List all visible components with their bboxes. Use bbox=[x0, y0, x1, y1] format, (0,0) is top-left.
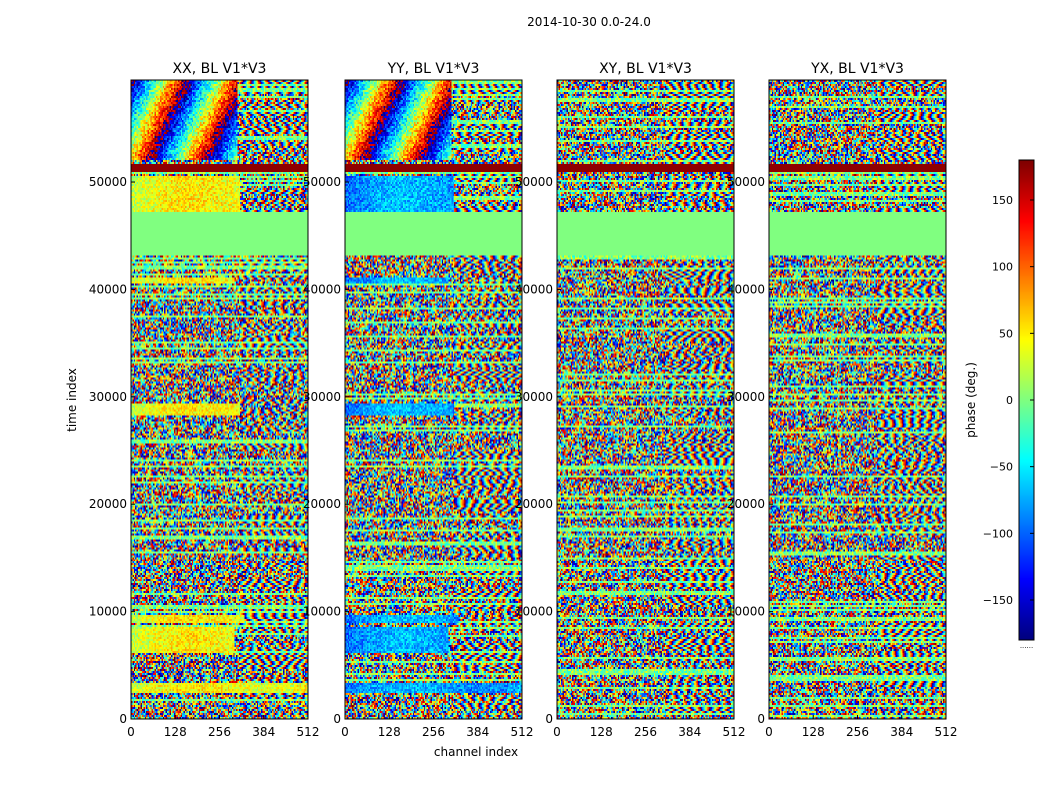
colorbar-tick-label-6: 150 bbox=[992, 194, 1013, 207]
y-tick-label-0-1: 10000 bbox=[89, 605, 127, 619]
x-tick-label-0-2: 256 bbox=[208, 725, 231, 739]
x-tick-label-1-3: 384 bbox=[466, 725, 489, 739]
y-tick-label-0-4: 40000 bbox=[89, 282, 127, 296]
y-tick-label-1-1: 10000 bbox=[303, 605, 341, 619]
x-tick-label-0-4: 512 bbox=[297, 725, 320, 739]
colorbar-tick-label-0: −150 bbox=[983, 594, 1013, 607]
panel-title-1: YY, BL V1*V3 bbox=[387, 61, 480, 77]
colorbar-tick-label-5: 100 bbox=[992, 261, 1013, 274]
phase-heatmap-1 bbox=[345, 80, 522, 719]
y-tick-label-1-0: 0 bbox=[333, 712, 341, 726]
y-tick-label-2-5: 50000 bbox=[515, 175, 553, 189]
y-tick-label-3-2: 20000 bbox=[727, 497, 765, 511]
y-tick-label-3-3: 30000 bbox=[727, 390, 765, 404]
y-tick-label-3-4: 40000 bbox=[727, 282, 765, 296]
panel-title-0: XX, BL V1*V3 bbox=[173, 61, 267, 77]
x-tick-label-1-2: 256 bbox=[422, 725, 445, 739]
panel-3: YX, BL V1*V3 0 128 256 384 512 0 10000 20000 3000… bbox=[727, 61, 958, 739]
x-tick-label-0-3: 384 bbox=[252, 725, 275, 739]
panels-group: XX, BL V1*V3 0 128 256 384 512 0 10000 20000 3000… bbox=[89, 61, 958, 739]
y-tick-label-0-2: 20000 bbox=[89, 497, 127, 511]
x-tick-label-3-0: 0 bbox=[765, 725, 773, 739]
x-tick-label-3-1: 128 bbox=[802, 725, 825, 739]
y-tick-label-0-0: 0 bbox=[119, 712, 127, 726]
x-tick-label-1-1: 128 bbox=[378, 725, 401, 739]
colorbar-tick-label-2: −50 bbox=[990, 461, 1013, 474]
x-tick-label-2-2: 256 bbox=[634, 725, 657, 739]
panel-0: XX, BL V1*V3 0 128 256 384 512 0 10000 20000 3000… bbox=[89, 61, 320, 739]
y-tick-label-3-1: 10000 bbox=[727, 605, 765, 619]
colorbar-tick-label-1: −100 bbox=[983, 527, 1013, 540]
y-tick-label-2-3: 30000 bbox=[515, 390, 553, 404]
figure-suptitle: 2014-10-30 0.0-24.0 bbox=[527, 15, 651, 29]
colorbar-label: phase (deg.) bbox=[964, 362, 978, 438]
y-tick-label-1-3: 30000 bbox=[303, 390, 341, 404]
colorbar-tick-label-4: 50 bbox=[999, 327, 1013, 340]
y-tick-label-1-5: 50000 bbox=[303, 175, 341, 189]
colorbar: −150 −100 −50 0 50 100 150 phase (deg.)...... bbox=[964, 159, 1035, 650]
x-tick-label-0-1: 128 bbox=[164, 725, 187, 739]
y-tick-label-1-2: 20000 bbox=[303, 497, 341, 511]
y-tick-label-0-5: 50000 bbox=[89, 175, 127, 189]
x-tick-label-2-3: 384 bbox=[678, 725, 701, 739]
x-tick-label-1-4: 512 bbox=[511, 725, 534, 739]
phase-heatmap-2 bbox=[557, 80, 734, 719]
x-tick-label-3-4: 512 bbox=[935, 725, 958, 739]
x-tick-label-2-4: 512 bbox=[723, 725, 746, 739]
y-tick-label-2-0: 0 bbox=[545, 712, 553, 726]
colorbar-footer: ...... bbox=[1020, 642, 1033, 650]
y-axis-label: time index bbox=[65, 368, 79, 432]
x-tick-label-2-1: 128 bbox=[590, 725, 613, 739]
y-tick-label-2-4: 40000 bbox=[515, 282, 553, 296]
phase-heatmap-0 bbox=[131, 80, 308, 719]
x-tick-label-0-0: 0 bbox=[127, 725, 135, 739]
x-tick-label-3-2: 256 bbox=[846, 725, 869, 739]
panel-title-2: XY, BL V1*V3 bbox=[599, 61, 692, 77]
y-tick-label-2-2: 20000 bbox=[515, 497, 553, 511]
x-tick-label-3-3: 384 bbox=[890, 725, 913, 739]
x-tick-label-2-0: 0 bbox=[553, 725, 561, 739]
y-tick-label-3-5: 50000 bbox=[727, 175, 765, 189]
x-tick-label-1-0: 0 bbox=[341, 725, 349, 739]
y-tick-label-2-1: 10000 bbox=[515, 605, 553, 619]
colorbar-tick-label-3: 0 bbox=[1006, 394, 1013, 407]
panel-2: XY, BL V1*V3 0 128 256 384 512 0 10000 20000 3000… bbox=[515, 61, 746, 739]
y-tick-label-1-4: 40000 bbox=[303, 282, 341, 296]
y-tick-label-3-0: 0 bbox=[757, 712, 765, 726]
colorbar-gradient bbox=[1019, 160, 1034, 640]
panel-title-3: YX, BL V1*V3 bbox=[810, 61, 904, 77]
panel-1: YY, BL V1*V3 0 128 256 384 512 0 10000 20000 3000… bbox=[303, 61, 534, 739]
phase-heatmap-3 bbox=[769, 80, 946, 719]
y-tick-label-0-3: 30000 bbox=[89, 390, 127, 404]
x-axis-label: channel index bbox=[434, 745, 518, 759]
